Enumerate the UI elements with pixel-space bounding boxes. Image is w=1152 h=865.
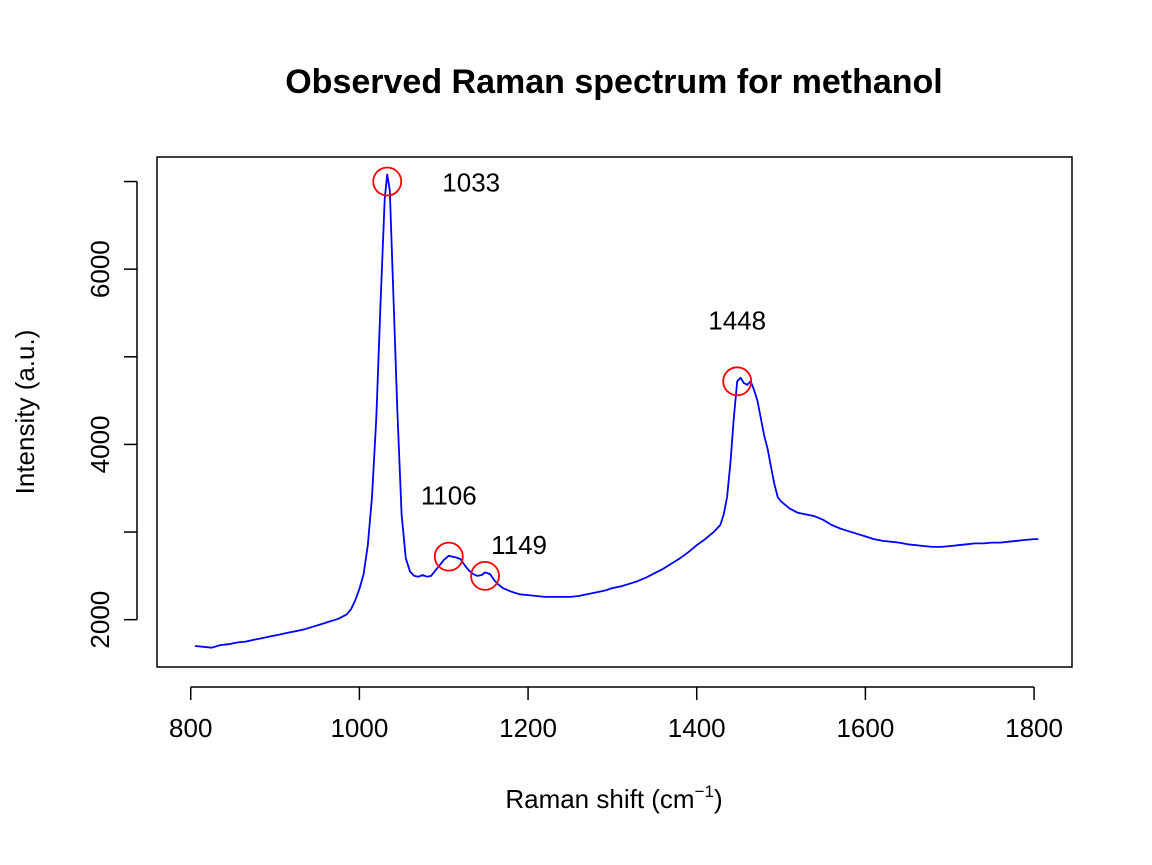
x-tick-label: 1000 [330,713,388,743]
x-tick-label: 1400 [668,713,726,743]
spectrum-line [194,173,1039,649]
peak-label: 1448 [708,305,766,335]
y-axis-label: Intensity (a.u.) [10,330,40,495]
peak-annotations: 1033 1106 1149 1448 [372,166,766,591]
peak-label: 1033 [442,168,500,198]
x-tick-label: 800 [169,713,212,743]
peak-label: 1106 [421,481,477,511]
y-tick-label: 6000 [85,240,115,298]
x-axis-label: Raman shift (cm−1) [505,782,722,814]
plot-frame [156,156,1073,668]
chart-title: Observed Raman spectrum for methanol [285,63,943,101]
x-tick-label: 1600 [836,713,894,743]
peak-marker [722,366,753,397]
y-axis: 2000 4000 6000 [85,180,138,649]
y-tick-label: 2000 [85,591,115,649]
x-tick-label: 1800 [1005,713,1063,743]
x-tick-label: 1200 [499,713,557,743]
y-tick-label: 4000 [85,416,115,474]
peak-label: 1149 [491,530,547,560]
peak-marker [470,560,500,591]
x-axis-label-superscript: −1 [695,782,714,801]
x-axis: 800 1000 1200 1400 1600 1800 [169,686,1063,743]
peak-marker [433,541,464,572]
series-layer [194,173,1039,649]
peak-marker [372,166,403,197]
